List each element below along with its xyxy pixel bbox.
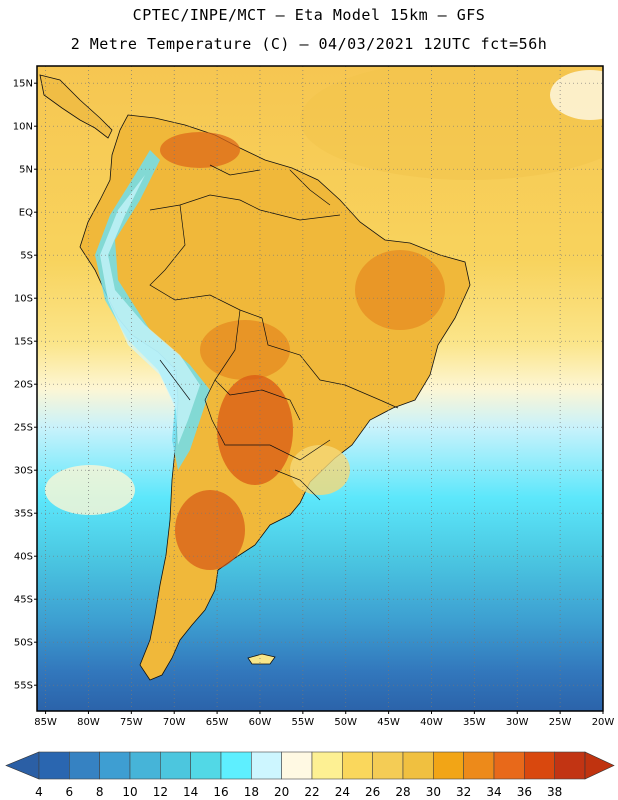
hot-region-chaco <box>217 375 293 485</box>
colorbar-tick-label: 18 <box>244 785 259 799</box>
colorbar-swatch <box>342 751 373 780</box>
map-area <box>37 66 603 711</box>
colorbar-tick-label: 30 <box>426 785 441 799</box>
colorbar-tick-label: 4 <box>35 785 43 799</box>
latitude-tick-label: 30S <box>14 466 33 477</box>
longitude-tick-label: 50W <box>334 717 357 728</box>
colorbar-swatch <box>433 751 464 780</box>
colorbar-swatch <box>38 751 70 780</box>
warm-region-south-brazil <box>290 445 350 495</box>
latitude-tick-label: 10N <box>13 122 33 133</box>
colorbar-swatch <box>311 751 343 780</box>
hot-region-northeast-brazil <box>355 250 445 330</box>
pacific-cool-patch <box>45 465 135 515</box>
longitude-tick-label: 30W <box>506 717 529 728</box>
longitude-tick-label: 65W <box>206 717 229 728</box>
colorbar-swatch <box>402 751 434 780</box>
latitude-tick-label: 35S <box>14 509 33 520</box>
latitude-tick-label: 45S <box>14 595 33 606</box>
longitude-tick-label: 60W <box>249 717 272 728</box>
longitude-tick-label: 25W <box>549 717 572 728</box>
latitude-tick-label: 20S <box>14 380 33 391</box>
colorbar-tick-label: 16 <box>213 785 228 799</box>
colorbar-swatch <box>554 751 586 780</box>
colorbar-tick-label: 32 <box>456 785 471 799</box>
map-frame <box>36 65 604 712</box>
hot-region-venezuela <box>160 132 240 168</box>
latitude-tick-label: 40S <box>14 552 33 563</box>
colorbar-swatch <box>220 751 252 780</box>
atlantic-cool-patch <box>550 70 603 120</box>
longitude-tick-label: 20W <box>592 717 615 728</box>
map-title-line-2: 2 Metre Temperature (C) – 04/03/2021 12U… <box>70 35 548 53</box>
map-title-line-1: CPTEC/INPE/MCT – Eta Model 15km – GFS <box>132 6 486 24</box>
colorbar-above-arrow <box>584 751 615 780</box>
latitude-tick-label: 5N <box>19 165 33 176</box>
longitude-tick-label: 75W <box>120 717 143 728</box>
latitude-tick-label: 50S <box>14 638 33 649</box>
colorbar-swatch <box>69 751 100 780</box>
longitude-tick-label: 85W <box>34 717 57 728</box>
colorbar-swatch <box>281 751 313 780</box>
colorbar-tick-label: 14 <box>183 785 198 799</box>
latitude-tick-label: 15N <box>13 79 33 90</box>
longitude-tick-label: 80W <box>77 717 100 728</box>
colorbar-swatch <box>251 751 282 780</box>
longitude-labels: 85W 80W 75W 70W 65W 60W 55W 50W 45W 40W 35W 30W 25W 2… <box>34 711 614 728</box>
latitude-tick-label: 15S <box>14 337 33 348</box>
colorbar-swatch <box>129 751 161 780</box>
latitude-tick-label: EQ <box>19 208 33 219</box>
colorbar-tick-label: 28 <box>395 785 410 799</box>
colorbar-tick-label: 10 <box>122 785 137 799</box>
colorbar-below-arrow <box>5 751 40 780</box>
colorbar-swatch <box>99 751 131 780</box>
colorbar-tick-label: 34 <box>486 785 501 799</box>
andes-snow-core <box>100 175 200 445</box>
longitude-tick-label: 45W <box>377 717 400 728</box>
hot-region-patagonia-north <box>175 490 245 570</box>
colorbar-swatch <box>463 751 495 780</box>
colorbar-swatch <box>160 751 191 780</box>
colorbar-tick-label: 36 <box>517 785 532 799</box>
latitude-labels: 15N 10N 5N EQ 5S 10S 15S 20S 25S 30S 35S 40S 45S 50S 5… <box>13 79 37 692</box>
longitude-tick-label: 70W <box>163 717 186 728</box>
colorbar-tick-label: 38 <box>547 785 562 799</box>
hot-region-central <box>200 320 290 380</box>
colorbar-tick-label: 12 <box>153 785 168 799</box>
longitude-tick-label: 40W <box>420 717 443 728</box>
longitude-tick-label: 55W <box>292 717 315 728</box>
longitude-tick-label: 35W <box>463 717 486 728</box>
central-america-land <box>39 74 113 139</box>
atlantic-warm-zone <box>300 66 603 180</box>
colorbar-tick-label: 22 <box>304 785 319 799</box>
latitude-tick-label: 25S <box>14 423 33 434</box>
colorbar-swatch <box>372 751 404 780</box>
colorbar-swatch <box>190 751 222 780</box>
colorbar-tick-label: 20 <box>274 785 289 799</box>
colorbar-swatch <box>493 751 525 780</box>
colorbar-tick-label: 8 <box>96 785 104 799</box>
colorbar-tick-label: 24 <box>335 785 350 799</box>
colorbar-tick-label: 6 <box>66 785 74 799</box>
colorbar-tick-label: 26 <box>365 785 380 799</box>
colorbar-swatch <box>524 751 555 780</box>
latitude-tick-label: 55S <box>14 681 33 692</box>
temperature-colorbar: 4 6 8 10 12 14 16 18 20 22 24 26 28 30 32 34 36 38 <box>5 751 615 799</box>
latitude-tick-label: 5S <box>20 251 33 262</box>
country-borders <box>149 164 399 501</box>
latitude-tick-label: 10S <box>14 294 33 305</box>
